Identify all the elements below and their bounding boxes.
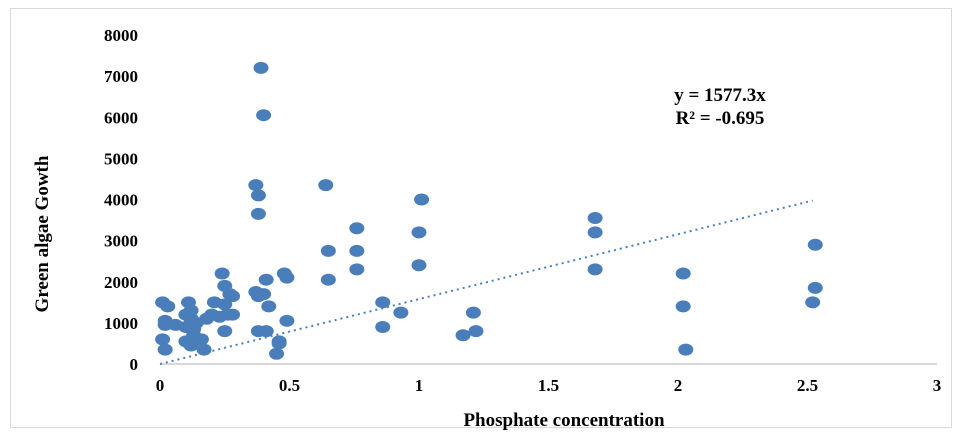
data-point xyxy=(217,325,233,338)
data-point xyxy=(414,193,430,206)
data-point xyxy=(217,298,233,311)
data-point xyxy=(375,320,391,333)
data-point xyxy=(411,226,427,239)
plot-area: 0 0.5 1 1.5 2 2.5 3 0 1000 2000 3000 4000 5000 6000 7… xyxy=(104,26,941,395)
chart-frame xyxy=(10,8,952,428)
data-point xyxy=(587,226,603,239)
data-point xyxy=(455,329,471,342)
x-tick-label: 1.5 xyxy=(538,376,559,395)
y-tick-label: 8000 xyxy=(104,26,138,45)
data-point xyxy=(678,343,694,356)
data-point xyxy=(805,296,821,309)
data-point xyxy=(465,306,481,319)
y-tick-label: 2000 xyxy=(104,273,138,292)
y-axis-title: Green algae Gowth xyxy=(32,155,53,312)
data-point xyxy=(258,325,274,338)
y-tick-label: 4000 xyxy=(104,191,138,210)
data-point xyxy=(248,179,264,192)
data-point xyxy=(411,259,427,272)
data-point xyxy=(196,343,212,356)
data-point xyxy=(193,333,209,346)
x-tick-label: 2.5 xyxy=(797,376,818,395)
data-point xyxy=(349,222,365,235)
data-point xyxy=(468,325,484,338)
r-squared-label: R² = -0.695 xyxy=(676,108,765,129)
data-point xyxy=(155,333,171,346)
data-point xyxy=(320,244,336,257)
data-point xyxy=(349,263,365,276)
data-point xyxy=(675,300,691,313)
y-tick-label: 7000 xyxy=(104,67,138,86)
data-point xyxy=(269,347,285,360)
data-point xyxy=(214,267,230,280)
data-point xyxy=(157,343,173,356)
data-point xyxy=(256,288,272,301)
data-point xyxy=(587,212,603,225)
y-tick-label: 0 xyxy=(130,355,139,374)
data-point xyxy=(320,273,336,286)
y-tick-label: 5000 xyxy=(104,149,138,168)
data-point xyxy=(375,296,391,309)
trendline xyxy=(159,199,813,365)
x-tick-label: 3 xyxy=(933,376,942,395)
data-point xyxy=(271,335,287,348)
data-point xyxy=(250,189,266,202)
x-tick-label: 1 xyxy=(415,376,424,395)
data-point xyxy=(279,271,295,284)
data-point xyxy=(318,179,334,192)
y-tick-labels: 0 1000 2000 3000 4000 5000 6000 7000 8000 xyxy=(104,26,138,374)
trendline-equation: y = 1577.3x xyxy=(674,85,766,106)
data-point xyxy=(225,308,241,321)
data-point xyxy=(279,314,295,327)
data-point xyxy=(393,306,409,319)
x-tick-labels: 0 0.5 1 1.5 2 2.5 3 xyxy=(156,376,942,395)
data-point xyxy=(261,300,277,313)
x-tick-label: 0.5 xyxy=(279,376,300,395)
x-tick-label: 0 xyxy=(156,376,165,395)
data-point xyxy=(587,263,603,276)
data-point xyxy=(256,109,272,122)
y-tick-label: 1000 xyxy=(104,314,138,333)
data-point xyxy=(183,339,199,352)
data-point xyxy=(160,300,176,313)
data-point xyxy=(807,281,823,294)
data-point xyxy=(807,238,823,251)
y-tick-label: 3000 xyxy=(104,232,138,251)
y-tick-label: 6000 xyxy=(104,108,138,127)
data-point xyxy=(349,244,365,257)
data-point xyxy=(258,273,274,286)
x-axis-title: Phosphate concentration xyxy=(463,410,665,431)
data-points xyxy=(155,61,823,360)
data-point xyxy=(225,290,241,303)
data-point xyxy=(253,61,269,74)
x-tick-label: 2 xyxy=(674,376,683,395)
data-point xyxy=(675,267,691,280)
data-point xyxy=(250,207,266,220)
data-point xyxy=(157,318,173,331)
data-point xyxy=(183,304,199,317)
